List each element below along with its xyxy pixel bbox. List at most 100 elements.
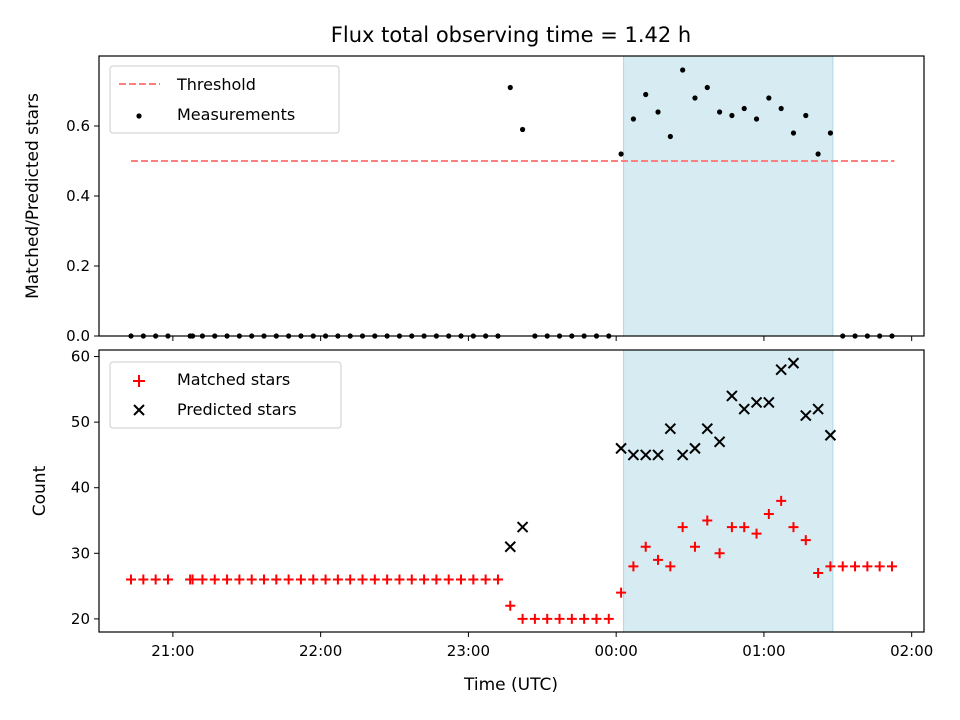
matched-star-point [825,561,836,572]
predicted-star-point [664,422,677,435]
measurement-point [803,112,809,119]
predicted-star-point [652,449,664,461]
matched-star-point [345,574,356,585]
matched-star-point [603,613,614,624]
matched-star-point [886,561,897,572]
bottom-xtick-label: 01:00 [742,642,785,660]
measurement-point [667,133,673,140]
matched-star-point [480,574,491,585]
bottom-data-marks [126,357,897,624]
matched-star-point [443,574,454,585]
matched-star-point [579,613,590,624]
matched-star-point [800,535,811,546]
measurement-point [716,109,723,115]
matched-star-point [517,613,528,624]
matched-star-point [566,613,577,624]
top-panel: 0.0 0.2 0.4 0.6 Matched/Predicted stars Thr… [23,55,925,345]
predicted-star-point [738,403,750,415]
predicted-star-point [615,442,627,455]
measurement-point [778,105,784,112]
predicted-star-point [640,449,652,461]
top-legend-box [109,65,340,134]
measurement-point [618,151,624,157]
matched-legend-marker [133,375,145,387]
matched-star-point [283,574,294,585]
matched-star-point [492,574,503,585]
matched-star-point [357,574,368,585]
matched-star-point [628,561,639,572]
top-ytick-label: 0.2 [66,257,90,275]
bottom-axes-frame [98,349,925,633]
matched-star-point [162,574,173,585]
matched-legend-label: Matched stars [177,370,290,389]
bottom-observing-span [623,349,834,633]
matched-star-point [234,574,245,585]
matched-star-point [187,574,198,585]
matched-star-point [529,613,540,624]
matched-star-point [850,561,861,572]
matched-star-point [271,574,282,585]
top-y-axis-label: Matched/Predicted stars [23,93,43,299]
matched-star-point [222,574,233,585]
measurement-point [815,151,821,157]
top-axes-frame [98,55,925,337]
matched-star-point [665,561,676,572]
bottom-legend: Matched stars Predicted stars [109,361,342,429]
matched-star-point [295,574,306,585]
measurements-legend-marker [136,113,142,119]
predicted-star-point [812,403,824,415]
matched-star-point [382,574,393,585]
bottom-ytick-label: 40 [71,479,90,497]
measurement-point [729,112,735,119]
matched-star-point [554,613,565,624]
measurement-point [655,109,661,115]
matched-star-point [150,574,161,585]
measurement-point [692,95,698,101]
matched-star-point [505,600,516,611]
measurement-point [741,105,747,112]
matched-star-point [776,495,787,506]
bottom-x-ticks: 21:00 22:00 23:00 00:00 01:00 02:00 [151,632,933,660]
bottom-panel: 20 30 40 50 60 21:00 22:00 23:00 00:00 01:00 02:0… [30,348,933,695]
matched-star-point [308,574,319,585]
predicted-star-point [800,409,812,422]
predicted-star-point [713,436,726,448]
matched-star-point [788,522,799,533]
measurements-legend-label: Measurements [177,105,295,124]
bottom-ytick-label: 60 [71,348,90,366]
predicted-star-point [627,449,640,461]
matched-star-point [369,574,380,585]
measurement-point [753,116,760,122]
matched-star-point [751,528,762,539]
matched-star-point [394,574,405,585]
matched-star-point [197,574,208,585]
matched-star-point [616,587,627,598]
predicted-legend-marker [133,404,145,416]
matched-star-point [813,567,824,578]
measurement-point [704,84,710,91]
matched-star-point [406,574,417,585]
measurement-point [827,130,834,136]
matched-star-point [419,574,430,585]
matched-star-point [542,613,553,624]
top-y-ticks: 0.0 0.2 0.4 0.6 [66,117,99,345]
measurement-point [766,95,772,101]
matched-star-point [726,522,737,533]
threshold-legend-label: Threshold [176,75,256,94]
bottom-ytick-label: 50 [71,413,90,431]
measurement-point [507,84,513,91]
matched-star-point [126,574,137,585]
top-ytick-label: 0.0 [66,327,90,345]
matched-star-point [763,508,774,519]
bottom-xtick-label: 21:00 [151,642,194,660]
predicted-star-point [516,521,529,533]
top-ytick-label: 0.6 [66,117,90,135]
predicted-star-point [824,429,837,441]
matched-star-point [653,554,664,565]
predicted-star-point [726,390,738,402]
measurement-point [643,91,649,98]
matched-star-point [689,541,700,552]
bottom-xtick-label: 23:00 [447,642,490,660]
bottom-y-axis-label: Count [30,465,50,516]
predicted-star-point [775,363,787,376]
